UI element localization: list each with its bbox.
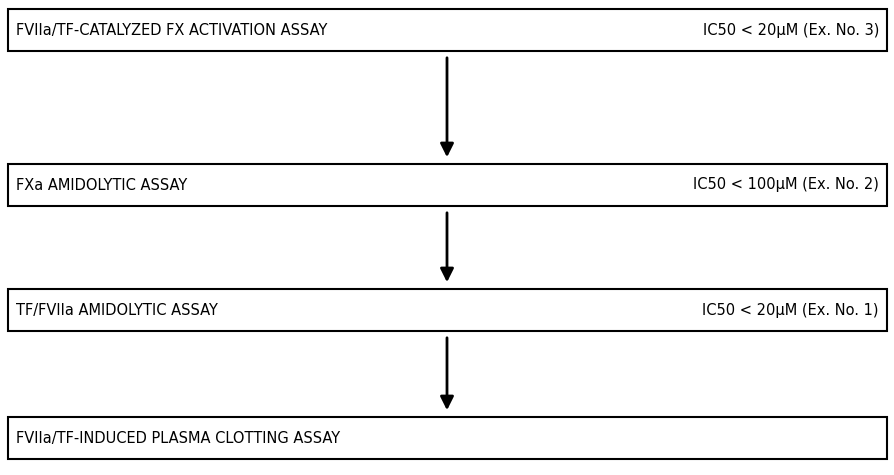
Text: TF/FVIIa AMIDOLYTIC ASSAY: TF/FVIIa AMIDOLYTIC ASSAY	[16, 303, 217, 317]
Text: IC50 < 20μM (Ex. No. 3): IC50 < 20μM (Ex. No. 3)	[702, 22, 878, 38]
Text: FVIIa/TF-CATALYZED FX ACTIVATION ASSAY: FVIIa/TF-CATALYZED FX ACTIVATION ASSAY	[16, 22, 327, 38]
Text: FVIIa/TF-INDUCED PLASMA CLOTTING ASSAY: FVIIa/TF-INDUCED PLASMA CLOTTING ASSAY	[16, 430, 340, 446]
Bar	[8, 164, 886, 206]
Bar	[8, 289, 886, 331]
Text: IC50 < 100μM (Ex. No. 2): IC50 < 100μM (Ex. No. 2)	[692, 178, 878, 192]
Bar	[8, 9, 886, 51]
Text: IC50 < 20μM (Ex. No. 1): IC50 < 20μM (Ex. No. 1)	[702, 303, 878, 317]
Text: FXa AMIDOLYTIC ASSAY: FXa AMIDOLYTIC ASSAY	[16, 178, 187, 192]
Bar	[8, 417, 886, 459]
